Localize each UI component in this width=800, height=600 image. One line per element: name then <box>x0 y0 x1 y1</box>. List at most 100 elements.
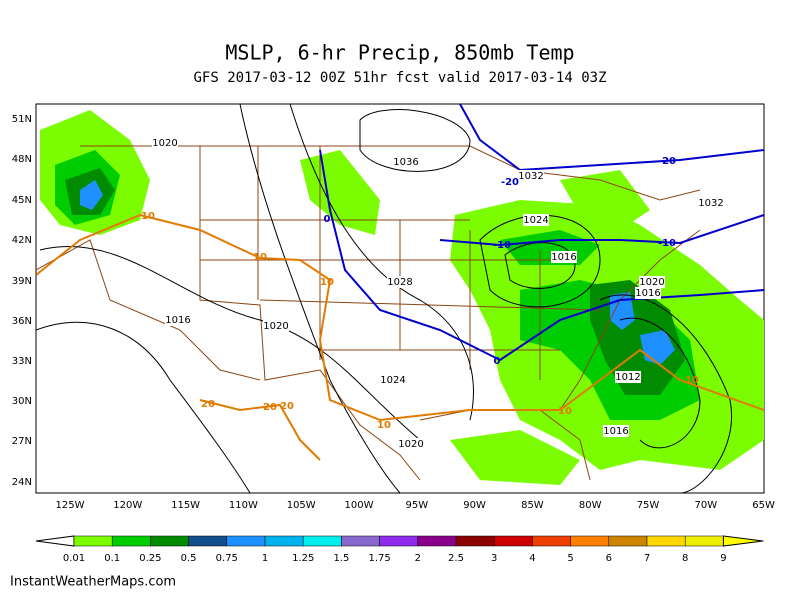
label-bg <box>603 425 629 437</box>
legend-swatch <box>188 535 228 547</box>
legend-label: 8 <box>682 553 688 564</box>
cold-isotherm-label: -10 <box>658 238 676 249</box>
lat-label: 48N <box>12 154 32 165</box>
cold-isotherm-label: 0 <box>494 356 501 367</box>
legend-swatch <box>302 535 342 547</box>
legend-label: 0.5 <box>181 553 197 564</box>
legend-swatch <box>532 535 571 547</box>
lat-label: 45N <box>12 195 32 206</box>
isobar-label: 1032 <box>698 198 723 209</box>
legend-swatch <box>73 535 113 547</box>
legend-label: 7 <box>644 553 650 564</box>
isobar-label: 1024 <box>523 215 548 226</box>
map-layers <box>36 104 764 493</box>
legend-label: 1.75 <box>368 553 390 564</box>
legend-swatch <box>570 535 610 547</box>
label-bg <box>698 197 724 209</box>
lat-label: 36N <box>12 316 32 327</box>
lon-label: 110W <box>229 500 258 511</box>
warm-isotherm-label: 20 <box>201 399 215 410</box>
warm-isotherm-label: 10 <box>141 211 155 222</box>
cold-isotherm-label: 0 <box>324 214 331 225</box>
legend-swatch <box>455 535 495 547</box>
lat-label: 39N <box>12 276 32 287</box>
warm-isotherm-label: 10 <box>558 406 572 417</box>
warm-isotherm-label: 10 <box>685 375 699 386</box>
isobar-label: 1016 <box>603 426 628 437</box>
legend-swatch <box>341 535 380 547</box>
lon-label: 75W <box>637 500 660 511</box>
lon-label: 95W <box>405 500 428 511</box>
map-labels: 51N 48N 45N 42N 39N 36N 33N 30N 27N 24N 125W 120W 11… <box>12 114 775 511</box>
label-bg <box>518 170 544 182</box>
legend-swatch <box>493 535 533 547</box>
legend-arrow-right <box>722 535 764 547</box>
warm-isotherm-label: 20 <box>280 401 294 412</box>
legend-label: 1 <box>262 553 268 564</box>
label-bg <box>615 371 641 383</box>
legend-swatch <box>264 535 304 547</box>
label-bg <box>393 156 419 168</box>
legend-swatch <box>417 535 457 547</box>
legend-swatch <box>379 535 419 547</box>
label-bg <box>165 314 191 326</box>
isobar-label: 1012 <box>615 372 640 383</box>
lon-label: 80W <box>579 500 602 511</box>
legend-label: 5 <box>567 553 573 564</box>
legend-swatch <box>150 535 189 547</box>
isobar-label: 1020 <box>639 277 664 288</box>
legend-swatch <box>226 535 266 547</box>
legend-label: 2 <box>415 553 421 564</box>
title: MSLP, 6-hr Precip, 850mb Temp <box>225 41 574 65</box>
warm-isotherm-label: 20 <box>263 402 277 413</box>
lat-label: 33N <box>12 356 32 367</box>
warm-isotherm-label: 10 <box>320 277 334 288</box>
isobar-label: 1032 <box>518 171 543 182</box>
label-bg <box>523 214 549 226</box>
warm-isotherm-label: 10 <box>253 252 267 263</box>
lon-label: 85W <box>521 500 544 511</box>
legend-swatch <box>684 535 724 547</box>
isobar-label: 1020 <box>263 321 288 332</box>
subtitle: GFS 2017-03-12 00Z 51hr fcst valid 2017-… <box>193 70 606 86</box>
isobar-label: 1036 <box>393 157 418 168</box>
legend-swatch <box>646 535 686 547</box>
isobar-label: 1024 <box>380 375 405 386</box>
legend-arrow-left <box>35 535 75 547</box>
legend-label: 1.5 <box>333 553 349 564</box>
lon-label: 105W <box>287 500 316 511</box>
legend-label: 0.75 <box>216 553 238 564</box>
label-bg <box>152 137 178 149</box>
cold-isotherm-label: -20 <box>658 156 676 167</box>
legend-swatch <box>111 535 151 547</box>
legend-label: 0.1 <box>104 553 120 564</box>
legend-label: 6 <box>606 553 612 564</box>
cold-isotherm-label: -20 <box>501 177 519 188</box>
label-bg <box>387 276 413 288</box>
lon-label: 100W <box>345 500 374 511</box>
lat-label: 24N <box>12 477 32 488</box>
isobar-label: 1016 <box>551 252 576 263</box>
isobar-label: 1020 <box>152 138 177 149</box>
lon-label: 115W <box>171 500 200 511</box>
isobar-label: 1028 <box>387 277 412 288</box>
cold-isotherm-label: -10 <box>493 240 511 251</box>
legend-label: 4 <box>529 553 535 564</box>
isobar-label: 1016 <box>635 288 660 299</box>
lat-label: 27N <box>12 436 32 447</box>
legend-label: 1.25 <box>292 553 314 564</box>
lat-label: 51N <box>12 114 32 125</box>
lon-label: 120W <box>113 500 142 511</box>
isobar-label: 1020 <box>398 439 423 450</box>
lat-label: 30N <box>12 396 32 407</box>
label-bg <box>398 438 424 450</box>
isobar-label: 1016 <box>165 315 190 326</box>
label-bg <box>263 320 289 332</box>
lat-label: 42N <box>12 235 32 246</box>
lon-label: 65W <box>752 500 775 511</box>
legend-label: 3 <box>491 553 497 564</box>
label-bg <box>639 276 665 288</box>
label-bg <box>380 374 406 386</box>
